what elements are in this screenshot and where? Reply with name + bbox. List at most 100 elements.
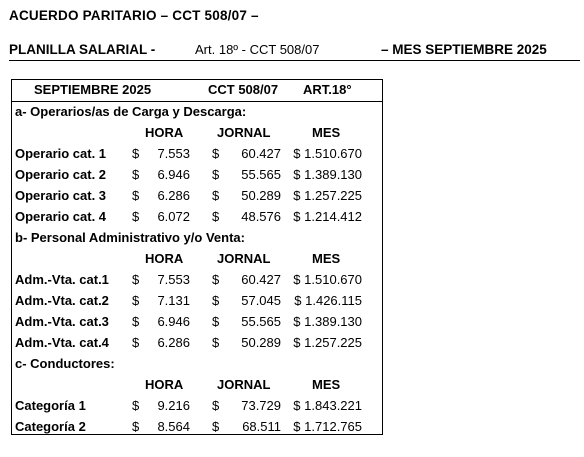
jornal-value: 68.511	[242, 419, 281, 434]
mes-cell: $ 1.843.221	[293, 398, 362, 413]
mes-value: 1.426.115	[305, 293, 362, 308]
currency-symbol: $	[132, 146, 140, 161]
hora-value: 6.072	[157, 209, 190, 224]
column-hora: HORA	[145, 377, 184, 392]
document-subtitle: PLANILLA SALARIAL - Art. 18º - CCT 508/0…	[9, 42, 575, 60]
currency-symbol: $	[132, 335, 140, 350]
jornal-value: 48.576	[241, 209, 281, 224]
hora-value: 6.286	[157, 188, 190, 203]
mes-value: 1.510.670	[304, 146, 362, 161]
currency-symbol: $	[132, 167, 140, 182]
mes-value: 1.257.225	[304, 335, 362, 350]
table-row: Categoría 1 $9.216 $73.729 $ 1.843.221	[12, 396, 382, 417]
currency-symbol: $	[132, 209, 140, 224]
section-title: b- Personal Administrativo y/o Venta:	[15, 230, 245, 245]
currency-symbol: $	[293, 272, 301, 287]
salary-table: SEPTIEMBRE 2025 CCT 508/07 ART.18° a- Op…	[11, 79, 383, 435]
row-label: Categoría 1	[15, 398, 86, 413]
currency-symbol: $	[132, 314, 140, 329]
section-title: c- Conductores:	[15, 356, 115, 371]
hora-value: 8.564	[157, 419, 190, 434]
currency-symbol: $	[293, 209, 301, 224]
currency-symbol: $	[212, 167, 220, 182]
subtitle-mid: Art. 18º - CCT 508/07	[195, 42, 320, 57]
row-label: Operario cat. 4	[15, 209, 107, 224]
mes-value: 1.510.670	[304, 272, 362, 287]
hora-value: 7.553	[157, 146, 190, 161]
jornal-value: 50.289	[241, 188, 281, 203]
subtitle-underline	[9, 60, 580, 61]
table-row: Operario cat. 4 $6.072 $48.576 $ 1.214.412	[12, 207, 382, 228]
jornal-value: 50.289	[241, 335, 281, 350]
column-header-row: HORA JORNAL MES	[12, 375, 382, 396]
mes-value: 1.389.130	[304, 314, 362, 329]
currency-symbol: $	[212, 419, 220, 434]
currency-symbol: $	[132, 398, 140, 413]
currency-symbol: $	[132, 419, 140, 434]
table-row: Operario cat. 1 $7.553 $60.427 $ 1.510.670	[12, 144, 382, 165]
currency-symbol: $	[212, 146, 220, 161]
document-title: ACUERDO PARITARIO – CCT 508/07 –	[9, 8, 259, 23]
table-row: Adm.-Vta. cat.1 $7.553 $60.427 $ 1.510.670	[12, 270, 382, 291]
table-row: Operario cat. 2 $6.946 $55.565 $ 1.389.130	[12, 165, 382, 186]
currency-symbol: $	[212, 209, 220, 224]
row-label: Categoría 2	[15, 419, 86, 434]
mes-cell: $ 1.214.412	[293, 209, 362, 224]
currency-symbol: $	[212, 293, 220, 308]
section-title: a- Operarios/as de Carga y Descarga:	[15, 104, 247, 119]
column-jornal: JORNAL	[217, 377, 271, 392]
mes-value: 1.257.225	[304, 188, 362, 203]
jornal-value: 73.729	[241, 398, 281, 413]
column-hora: HORA	[145, 251, 184, 266]
subtitle-right: – MES SEPTIEMBRE 2025	[381, 42, 547, 57]
currency-symbol: $	[212, 188, 220, 203]
hora-value: 6.946	[157, 167, 190, 182]
hora-value: 9.216	[157, 398, 190, 413]
jornal-value: 60.427	[241, 272, 281, 287]
column-hora: HORA	[145, 125, 184, 140]
hora-value: 7.131	[157, 293, 190, 308]
currency-symbol: $	[293, 419, 301, 434]
column-header-row: HORA JORNAL MES	[12, 123, 382, 144]
currency-symbol: $	[293, 167, 301, 182]
table-row: Adm.-Vta. cat.3 $6.946 $55.565 $ 1.389.130	[12, 312, 382, 333]
section-title-row: a- Operarios/as de Carga y Descarga:	[12, 102, 382, 123]
hora-value: 6.286	[157, 335, 190, 350]
mes-cell: $ 1.389.130	[293, 167, 362, 182]
currency-symbol: $	[132, 188, 140, 203]
row-label: Operario cat. 1	[15, 146, 107, 161]
table-header-row: SEPTIEMBRE 2025 CCT 508/07 ART.18°	[12, 80, 382, 101]
currency-symbol: $	[293, 335, 301, 350]
currency-symbol: $	[212, 272, 220, 287]
column-jornal: JORNAL	[217, 125, 271, 140]
row-label: Adm.-Vta. cat.3	[15, 314, 109, 329]
currency-symbol: $	[212, 314, 220, 329]
mes-value: 1.712.765	[304, 419, 362, 434]
mes-value: 1.843.221	[304, 398, 362, 413]
column-mes: MES	[312, 125, 341, 140]
currency-symbol: $	[212, 398, 220, 413]
mes-cell: $ 1.712.765	[293, 419, 362, 434]
row-label: Adm.-Vta. cat.1	[15, 272, 109, 287]
mes-cell: $ 1.426.115	[294, 293, 362, 308]
mes-value: 1.389.130	[304, 167, 362, 182]
table-row: Adm.-Vta. cat.2 $7.131 $57.045 $ 1.426.115	[12, 291, 382, 312]
row-label: Operario cat. 3	[15, 188, 107, 203]
hora-value: 6.946	[157, 314, 190, 329]
table-row: Operario cat. 3 $6.286 $50.289 $ 1.257.225	[12, 186, 382, 207]
mes-value: 1.214.412	[304, 209, 362, 224]
currency-symbol: $	[293, 146, 301, 161]
section-title-row: b- Personal Administrativo y/o Venta:	[12, 228, 382, 249]
jornal-value: 57.045	[241, 293, 281, 308]
mes-cell: $ 1.257.225	[293, 188, 362, 203]
mes-cell: $ 1.510.670	[293, 146, 362, 161]
section-title-row: c- Conductores:	[12, 354, 382, 375]
jornal-value: 55.565	[241, 314, 281, 329]
currency-symbol: $	[293, 188, 301, 203]
header-divider	[12, 101, 382, 102]
header-art: ART.18°	[303, 82, 352, 97]
column-mes: MES	[312, 251, 341, 266]
currency-symbol: $	[132, 272, 140, 287]
column-header-row: HORA JORNAL MES	[12, 249, 382, 270]
table-row: Categoría 2 $8.564 $68.511 $ 1.712.765	[12, 417, 382, 438]
